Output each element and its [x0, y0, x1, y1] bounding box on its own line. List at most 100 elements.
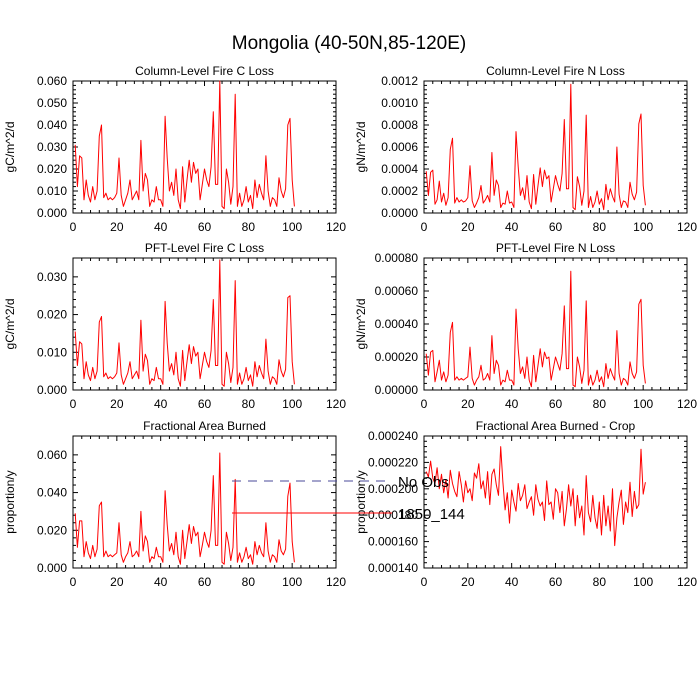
y-tick-label: 0.0010 [381, 96, 418, 110]
x-tick-label: 120 [677, 220, 697, 234]
y-tick-label: 0.000200 [368, 482, 418, 496]
chart-panel-2: Column-Level Fire N Loss gN/m^2/d 0 20 40 60 8… [354, 64, 697, 234]
plot-frame [423, 80, 688, 214]
x-tick-label: 100 [282, 575, 302, 589]
y-tick-label: 0.010 [37, 184, 67, 198]
y-tick-label: 0.0004 [381, 162, 418, 176]
x-tick-label: 60 [198, 575, 212, 589]
x-tick-label: 120 [677, 575, 697, 589]
panels-container: Column-Level Fire C Loss gC/m^2/d 0 20 40 60 8… [3, 64, 697, 589]
y-tick-label: 0.00000 [375, 383, 419, 397]
y-tick-label: 0.0008 [381, 118, 418, 132]
x-tick-label: 80 [593, 397, 607, 411]
series-line-1850_144 [74, 452, 295, 565]
plot-frame [72, 257, 337, 391]
x-tick-label: 60 [198, 397, 212, 411]
x-tick-label: 40 [154, 575, 168, 589]
series-line-1850_144 [425, 270, 646, 388]
y-tick-label: 0.050 [37, 96, 67, 110]
x-tick-label: 120 [326, 575, 346, 589]
x-tick-label: 20 [461, 220, 475, 234]
x-tick-label: 80 [593, 220, 607, 234]
plot-frame [423, 257, 688, 391]
y-tick-label: 0.000 [37, 206, 67, 220]
x-tick-label: 40 [154, 220, 168, 234]
y-axis-label: proportion/y [3, 470, 17, 533]
plot-frame [72, 435, 337, 569]
y-tick-label: 0.0006 [381, 140, 418, 154]
y-tick-label: 0.0002 [381, 184, 418, 198]
y-tick-label: 0.040 [37, 118, 67, 132]
y-tick-label: 0.060 [37, 74, 67, 88]
y-tick-label: 0.010 [37, 345, 67, 359]
chart-panel-1: Column-Level Fire C Loss gC/m^2/d 0 20 40 60 8… [3, 64, 346, 234]
x-tick-label: 40 [154, 397, 168, 411]
y-tick-label: 0.000180 [368, 508, 418, 522]
y-tick-label: 0.0012 [381, 74, 418, 88]
y-tick-label: 0.000240 [368, 429, 418, 443]
x-tick-label: 80 [242, 397, 256, 411]
y-axis-label: gC/m^2/d [3, 299, 17, 350]
x-tick-label: 0 [421, 397, 428, 411]
legend-label-1850-144: 1850_144 [398, 506, 465, 523]
x-tick-label: 20 [461, 575, 475, 589]
y-axis-label: gN/m^2/d [354, 299, 368, 350]
chart-title: Column-Level Fire N Loss [486, 64, 625, 78]
x-tick-label: 0 [70, 575, 77, 589]
x-tick-label: 80 [242, 575, 256, 589]
y-tick-label: 0.020 [37, 308, 67, 322]
y-tick-label: 0.00060 [375, 284, 419, 298]
y-axis-label: gN/m^2/d [354, 122, 368, 173]
x-tick-label: 40 [505, 220, 519, 234]
y-tick-label: 0.00080 [375, 251, 419, 265]
x-tick-label: 0 [421, 220, 428, 234]
x-tick-label: 20 [110, 397, 124, 411]
y-tick-label: 0.000 [37, 561, 67, 575]
chart-panel-3: PFT-Level Fire C Loss gC/m^2/d 0 20 40 60 80 10… [3, 241, 346, 411]
x-tick-label: 60 [549, 220, 563, 234]
legend-label-no-obs: No Obs [398, 474, 449, 491]
x-tick-label: 60 [198, 220, 212, 234]
x-tick-label: 80 [593, 575, 607, 589]
x-tick-label: 80 [242, 220, 256, 234]
y-tick-label: 0.030 [37, 270, 67, 284]
x-tick-label: 100 [633, 397, 653, 411]
x-tick-label: 20 [461, 397, 475, 411]
x-tick-label: 100 [282, 220, 302, 234]
x-tick-label: 100 [282, 397, 302, 411]
x-tick-label: 60 [549, 575, 563, 589]
y-axis-label: proportion/y [354, 470, 368, 533]
x-tick-label: 40 [505, 575, 519, 589]
chart-panel-6: Fractional Area Burned - Crop proportion/… [354, 419, 697, 589]
plot-frame [72, 80, 337, 214]
y-tick-label: 0.030 [37, 140, 67, 154]
y-tick-label: 0.020 [37, 523, 67, 537]
x-tick-label: 0 [421, 575, 428, 589]
x-tick-label: 100 [633, 575, 653, 589]
y-tick-label: 0.000140 [368, 561, 418, 575]
x-tick-label: 120 [326, 220, 346, 234]
series-line-1850_144 [425, 83, 646, 211]
x-tick-label: 0 [70, 397, 77, 411]
x-tick-label: 40 [505, 397, 519, 411]
y-tick-label: 0.00040 [375, 317, 419, 331]
series-line-1850_144 [74, 259, 295, 387]
y-tick-label: 0.000220 [368, 455, 418, 469]
chart-title: Fractional Area Burned [143, 419, 266, 433]
x-tick-label: 100 [633, 220, 653, 234]
legend: No Obs 1850_144 [232, 474, 465, 523]
chart-title: PFT-Level Fire C Loss [145, 241, 264, 255]
series-line-1850_144 [74, 80, 295, 210]
x-tick-label: 60 [549, 397, 563, 411]
y-tick-label: 0.000160 [368, 535, 418, 549]
figure-title: Mongolia (40-50N,85-120E) [232, 33, 466, 54]
y-axis-label: gC/m^2/d [3, 122, 17, 173]
x-tick-label: 20 [110, 575, 124, 589]
chart-panel-5: Fractional Area Burned proportion/y 0 20 40 6… [3, 419, 346, 589]
y-tick-label: 0.020 [37, 162, 67, 176]
chart-title: PFT-Level Fire N Loss [496, 241, 615, 255]
x-tick-label: 120 [326, 397, 346, 411]
y-tick-label: 0.00020 [375, 350, 419, 364]
y-tick-label: 0.000 [37, 383, 67, 397]
